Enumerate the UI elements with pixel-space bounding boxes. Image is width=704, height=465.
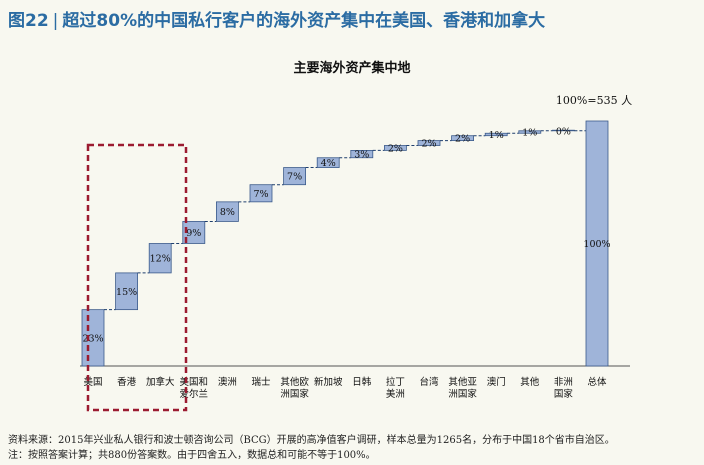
value-label-3: 9% <box>186 228 201 239</box>
bar-4 <box>215 201 239 222</box>
figure-title: 图22 | 超过80%的中国私行客户的海外资产集中在美国、香港和加拿大 <box>8 6 545 31</box>
value-label-15: 100% <box>583 239 610 250</box>
total-label: 100%=535 人 <box>556 94 632 107</box>
footnote: 注：按照答案计算；共880份答案数。由于四舍五入，数据总和可能不等于100%。 <box>8 450 376 461</box>
bar-13 <box>518 130 542 134</box>
bar-9 <box>383 145 407 151</box>
title-separator: | <box>52 11 59 31</box>
value-label-11: 2% <box>455 134 470 145</box>
category-label-10: 台湾 <box>419 376 439 388</box>
value-label-2: 12% <box>150 254 171 265</box>
category-label-15: 总体 <box>587 376 607 388</box>
value-label-12: 1% <box>489 130 504 141</box>
value-label-7: 4% <box>321 158 336 169</box>
category-label-9: 拉丁美洲 <box>386 376 405 400</box>
source-note: 资料来源：2015年兴业私人银行和波士顿咨询公司（BCG）开展的高净值客户调研，… <box>8 435 615 446</box>
bar-5 <box>249 184 273 203</box>
waterfall-chart: 主要海外资产集中地 100%=535 人 23% 15% 12% 9% 8% 7% 7% 4%… <box>80 60 632 412</box>
category-label-12: 澳门 <box>487 376 506 388</box>
bar-11 <box>451 135 475 141</box>
bar-3 <box>182 221 206 244</box>
value-label-13: 1% <box>522 128 537 139</box>
value-label-8: 3% <box>354 150 369 161</box>
category-label-7: 新加坡 <box>314 376 343 388</box>
category-label-11: 其他亚洲国家 <box>448 376 477 400</box>
category-label-1: 香港 <box>117 376 137 388</box>
chart-title: 主要海外资产集中地 <box>293 60 410 76</box>
bar-1 <box>115 272 138 311</box>
bar-2 <box>148 243 172 274</box>
category-label-4: 澳洲 <box>218 376 237 388</box>
category-label-14: 非洲国家 <box>554 376 574 400</box>
bar-10 <box>417 140 441 146</box>
bar-6 <box>283 167 307 186</box>
category-label-3: 美国和爱尔兰 <box>180 376 209 400</box>
category-label-2: 加拿大 <box>146 376 175 388</box>
bar-12 <box>484 132 508 137</box>
figure-heading: 超过80%的中国私行客户的海外资产集中在美国、香港和加拿大 <box>62 11 546 31</box>
value-label-4: 8% <box>220 207 235 218</box>
value-label-5: 7% <box>253 189 268 200</box>
category-label-0: 美国 <box>83 376 102 388</box>
category-label-6: 其他欧洲国家 <box>280 376 309 400</box>
value-label-14: 0% <box>556 126 571 137</box>
category-label-5: 瑞士 <box>251 376 271 388</box>
bar-7 <box>316 157 340 168</box>
bar-0 <box>81 309 105 367</box>
bar-15 <box>585 120 609 367</box>
value-label-0: 23% <box>82 333 103 344</box>
value-label-6: 7% <box>287 172 302 183</box>
category-label-8: 日韩 <box>352 376 372 388</box>
value-label-10: 2% <box>421 139 436 150</box>
figure-number: 图22 <box>8 11 49 31</box>
bar-8 <box>350 149 374 159</box>
value-label-9: 2% <box>388 143 403 154</box>
value-label-1: 15% <box>116 287 137 298</box>
category-label-13: 其他 <box>520 376 540 388</box>
highlight-box <box>86 143 188 412</box>
